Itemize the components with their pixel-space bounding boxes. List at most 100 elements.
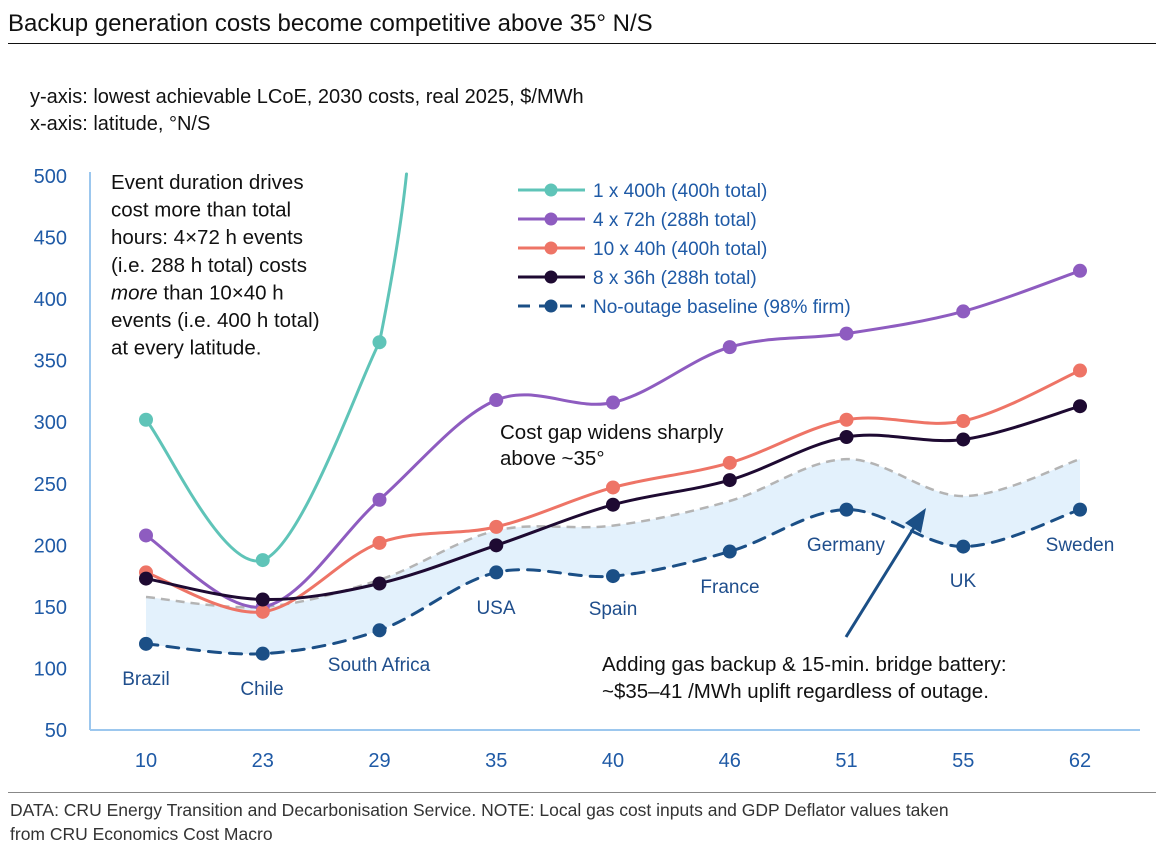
x-tick-label: 62: [1069, 750, 1091, 772]
x-tick-label: 29: [368, 750, 390, 772]
y-tick-label: 200: [34, 535, 67, 557]
cost-gap-note-line: Cost gap widens sharply: [500, 421, 724, 444]
event-duration-emphasis: more: [111, 281, 158, 304]
x-tick-label: 46: [719, 750, 741, 772]
event-duration-note-line: events (i.e. 400 h total): [111, 309, 320, 332]
country-label: Spain: [589, 599, 638, 620]
country-label: South Africa: [328, 655, 431, 676]
gas-backup-note-line: Adding gas backup & 15-min. bridge batte…: [602, 653, 1007, 676]
data-point: [839, 502, 854, 517]
series-line: [144, 172, 408, 563]
y-tick-label: 250: [34, 474, 67, 496]
legend-label: 10 x 40h (400h total): [593, 239, 767, 260]
y-tick-label: 500: [34, 166, 67, 188]
data-point: [139, 528, 153, 543]
country-label-layer: Brazil Chile South Africa USA Spain France Ger…: [122, 535, 1114, 700]
data-point: [372, 335, 387, 350]
data-point: [722, 544, 737, 559]
data-point: [722, 473, 737, 488]
data-point: [372, 576, 387, 591]
data-point: [255, 646, 270, 661]
legend-swatch-marker: [544, 270, 558, 284]
data-point: [1073, 502, 1087, 517]
data-point: [839, 429, 854, 444]
legend-label: No-outage baseline (98% firm): [593, 297, 851, 318]
gas-backup-note-line: ~$35–41 /MWh uplift regardless of outage…: [602, 680, 989, 703]
legend-label: 8 x 36h (288h total): [593, 268, 757, 289]
country-label: Germany: [807, 535, 886, 556]
country-label: Sweden: [1046, 535, 1115, 556]
x-tick-label: 23: [252, 750, 274, 772]
data-point: [489, 565, 504, 580]
footer-divider: [8, 792, 1156, 793]
legend: 1 x 400h (400h total) 4 x 72h (288h total…: [518, 181, 851, 318]
event-duration-note-line: Event duration drives: [111, 171, 304, 194]
event-duration-note-line: hours: 4×72 h events: [111, 226, 303, 249]
x-axis-note: x-axis: latitude, °N/S: [30, 113, 211, 135]
title-divider: [8, 43, 1156, 44]
data-point: [606, 480, 620, 495]
footer-line-2: from CRU Economics Cost Macro: [10, 824, 273, 844]
chart-title: Backup generation costs become competiti…: [8, 10, 653, 37]
data-point: [372, 623, 387, 638]
x-tick-label: 10: [135, 750, 157, 772]
line-chart: 50 100 150 200 250 300 350 400 450 500 10 23 29 35 40 4…: [34, 166, 1140, 772]
data-point: [489, 538, 504, 553]
data-point: [255, 553, 270, 568]
country-label: UK: [950, 571, 977, 592]
event-duration-note-line: (i.e. 288 h total) costs: [111, 254, 307, 277]
legend-label: 1 x 400h (400h total): [593, 181, 767, 202]
data-point: [956, 413, 971, 428]
series-layer: [139, 172, 1087, 661]
footer-note: DATA: CRU Energy Transition and Decarbon…: [10, 798, 1158, 846]
y-tick-label: 100: [34, 658, 67, 680]
series-line: [144, 269, 1082, 609]
data-point: [956, 539, 971, 554]
country-label: Chile: [240, 679, 283, 700]
gas-backup-upper-line: [145, 457, 1081, 609]
footer-line-1: DATA: CRU Energy Transition and Decarbon…: [10, 800, 949, 820]
country-label: France: [700, 577, 759, 598]
legend-swatch-marker: [544, 212, 558, 226]
y-tick-label: 150: [34, 597, 67, 619]
data-point: [255, 604, 270, 619]
legend-swatch-marker: [544, 241, 558, 255]
annotation-layer: Event duration drives cost more than tota…: [111, 171, 1007, 703]
legend-label: 4 x 72h (288h total): [593, 210, 757, 231]
data-point: [255, 592, 270, 607]
legend-swatch-marker: [544, 299, 558, 313]
data-point: [722, 340, 737, 355]
x-tick-label: 40: [602, 750, 624, 772]
x-tick-label: 35: [485, 750, 507, 772]
data-point: [489, 519, 504, 534]
gas-backup-arrow-head: [905, 508, 926, 533]
data-point: [372, 492, 387, 507]
country-label: Brazil: [122, 669, 170, 690]
data-point: [139, 412, 153, 427]
axes-layer: 50 100 150 200 250 300 350 400 450 500 10 23 29 35 40 4…: [34, 166, 1140, 772]
y-tick-label: 400: [34, 289, 67, 311]
y-axis-note: y-axis: lowest achievable LCoE, 2030 cos…: [30, 86, 584, 108]
data-point: [1073, 363, 1087, 378]
event-duration-note-line: more than 10×40 h: [111, 281, 284, 304]
country-label: USA: [476, 598, 515, 619]
data-point: [606, 569, 620, 584]
data-point: [489, 393, 504, 408]
gas-backup-arrow-shaft: [844, 525, 917, 638]
y-tick-label: 350: [34, 351, 67, 373]
data-point: [839, 326, 854, 341]
data-point: [1073, 263, 1087, 278]
y-tick-label: 300: [34, 412, 67, 434]
data-point: [1073, 399, 1087, 414]
y-tick-label: 50: [45, 720, 67, 742]
data-point: [372, 535, 387, 550]
data-point: [139, 636, 153, 651]
x-tick-label: 51: [835, 750, 857, 772]
data-point: [956, 432, 971, 447]
event-duration-continuation: than 10×40 h: [158, 281, 284, 304]
data-point: [839, 412, 854, 427]
data-point: [139, 571, 153, 586]
event-duration-note-line: at every latitude.: [111, 337, 261, 360]
cost-gap-note-line: above ~35°: [500, 447, 605, 470]
legend-swatch-marker: [544, 183, 558, 197]
